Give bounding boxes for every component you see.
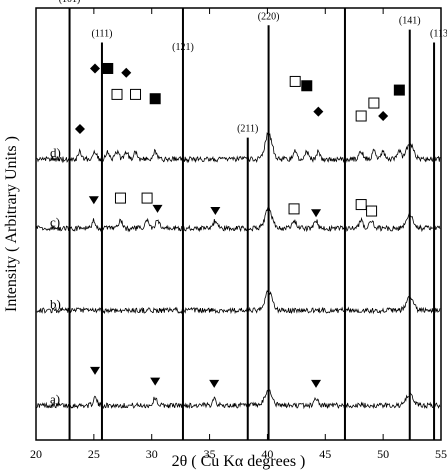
x-tick-label: 25 <box>88 447 100 461</box>
open-square-marker <box>141 192 153 204</box>
filled-diamond-marker <box>313 106 324 117</box>
peak-label: (121) <box>172 42 194 53</box>
x-tick-label: 45 <box>319 447 331 461</box>
open-square-marker <box>130 88 142 100</box>
trace-label: d) <box>50 145 61 160</box>
peak-label: (220) <box>258 11 280 22</box>
y-axis-title: Intensity ( Arbitrary Units ) <box>3 136 20 312</box>
filled-triangle-marker <box>311 209 322 218</box>
peak-label: (113) <box>430 29 447 40</box>
trace-line <box>36 288 441 315</box>
trace-label: c) <box>50 214 60 229</box>
x-tick-label: 40 <box>261 447 273 461</box>
trace-line <box>36 206 441 233</box>
filled-square-marker <box>301 80 313 92</box>
filled-triangle-marker <box>88 196 99 205</box>
peak-label: (141) <box>399 16 421 27</box>
open-square-marker <box>366 205 378 217</box>
filled-triangle-marker <box>150 377 161 386</box>
filled-triangle-marker <box>90 366 101 375</box>
x-tick-label: 30 <box>146 447 158 461</box>
plot-frame <box>35 7 442 441</box>
trace-line <box>36 389 441 410</box>
open-square-marker <box>111 88 123 100</box>
peak-lines-layer <box>68 8 436 440</box>
filled-triangle-marker <box>210 207 221 216</box>
open-square-marker <box>289 75 301 87</box>
open-square-marker <box>288 203 300 215</box>
filled-diamond-marker <box>378 111 389 121</box>
x-tick-label: 20 <box>30 447 42 461</box>
markers-layer <box>74 62 405 388</box>
peak-label: (111) <box>91 29 112 40</box>
open-square-marker <box>368 97 380 109</box>
x-tick-label: 55 <box>435 447 447 461</box>
trace-label: b) <box>50 296 61 311</box>
filled-square-marker <box>149 93 161 105</box>
open-square-marker <box>355 110 367 122</box>
peak-label: (101) <box>59 0 81 5</box>
filled-triangle-marker <box>152 204 163 213</box>
filled-diamond-marker <box>121 67 132 78</box>
peak-label: (211) <box>237 124 258 135</box>
filled-square-marker <box>393 84 405 96</box>
peak-labels-layer: (101)(111)(121)(211)(220)(202)(141)(113) <box>59 0 447 135</box>
filled-diamond-marker <box>74 123 85 134</box>
filled-square-marker <box>102 62 114 74</box>
x-ticks-layer: 20 25 30 35 40 45 50 55 <box>30 8 447 461</box>
x-tick-label: 50 <box>377 447 389 461</box>
filled-triangle-marker <box>311 379 322 388</box>
open-square-marker <box>355 199 367 211</box>
x-tick-label: 35 <box>204 447 216 461</box>
filled-diamond-marker <box>90 63 101 74</box>
trace-labels-layer: a) b) c) d) <box>50 145 61 406</box>
traces-layer <box>36 130 441 410</box>
trace-line <box>36 130 441 164</box>
open-square-marker <box>114 192 126 204</box>
filled-triangle-marker <box>209 379 220 388</box>
trace-label: a) <box>50 391 60 406</box>
x-axis-title: 2θ ( Cu Kα degrees ) <box>172 453 306 470</box>
